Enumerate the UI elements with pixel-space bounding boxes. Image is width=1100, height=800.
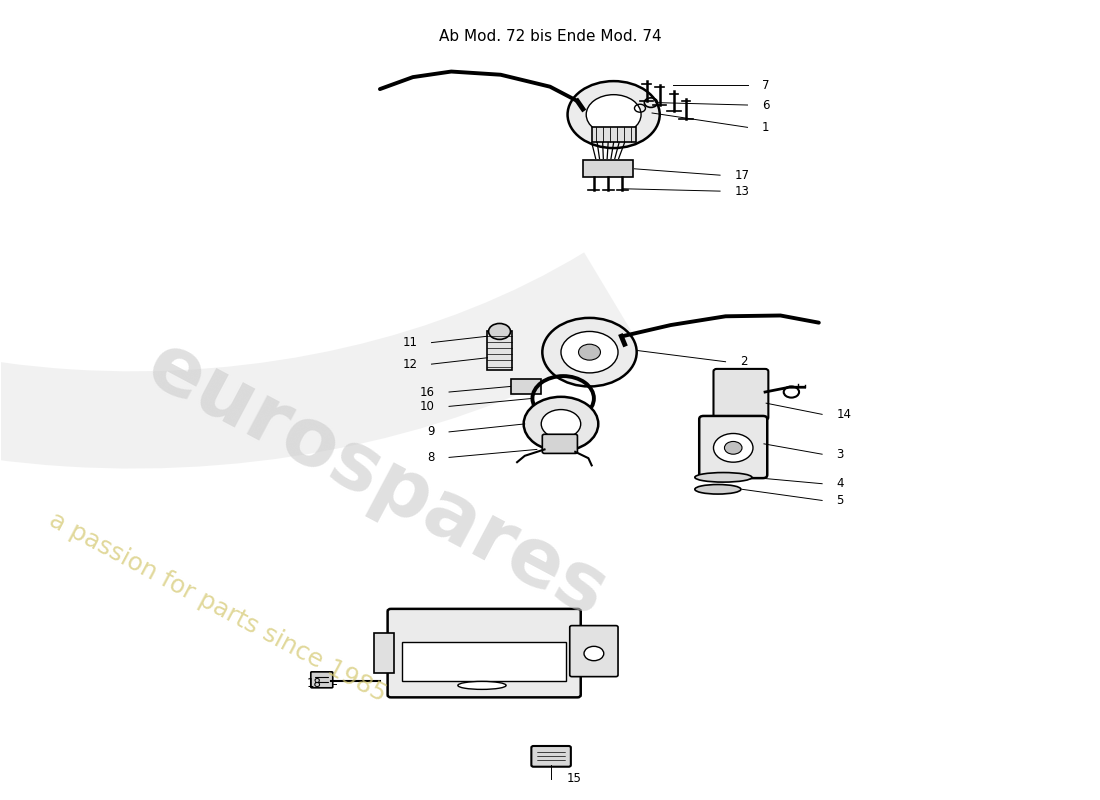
Text: 11: 11 <box>403 336 417 349</box>
Circle shape <box>488 323 510 339</box>
Circle shape <box>579 344 601 360</box>
Text: 14: 14 <box>836 408 851 421</box>
FancyBboxPatch shape <box>387 609 581 698</box>
FancyBboxPatch shape <box>531 746 571 766</box>
Text: 4: 4 <box>836 478 844 490</box>
Text: 12: 12 <box>403 358 417 370</box>
Text: 5: 5 <box>836 494 844 507</box>
Circle shape <box>586 94 641 134</box>
Ellipse shape <box>695 473 752 482</box>
Circle shape <box>714 434 754 462</box>
Text: 13: 13 <box>735 185 749 198</box>
Text: 1: 1 <box>762 121 769 134</box>
Text: 6: 6 <box>762 98 769 111</box>
FancyBboxPatch shape <box>311 672 332 688</box>
FancyBboxPatch shape <box>542 434 578 454</box>
Text: 9: 9 <box>427 426 434 438</box>
Text: 8: 8 <box>428 451 435 464</box>
Ellipse shape <box>695 485 741 494</box>
Circle shape <box>542 318 637 386</box>
Bar <box>592 126 636 142</box>
FancyBboxPatch shape <box>700 416 767 478</box>
Bar <box>583 160 634 177</box>
Text: 3: 3 <box>836 448 844 461</box>
Bar <box>374 633 394 673</box>
Text: 7: 7 <box>762 78 769 91</box>
Text: 10: 10 <box>420 400 434 413</box>
Circle shape <box>568 81 660 148</box>
Circle shape <box>541 410 581 438</box>
FancyBboxPatch shape <box>714 369 768 420</box>
Text: a passion for parts since 1985: a passion for parts since 1985 <box>45 508 390 706</box>
Ellipse shape <box>458 682 506 690</box>
Text: 16: 16 <box>420 386 434 398</box>
Circle shape <box>725 442 742 454</box>
Bar <box>487 331 512 370</box>
Bar <box>402 642 566 681</box>
FancyBboxPatch shape <box>570 626 618 677</box>
Circle shape <box>561 331 618 373</box>
Circle shape <box>584 646 604 661</box>
Text: 2: 2 <box>740 355 747 368</box>
Text: eurospares: eurospares <box>133 326 619 634</box>
Text: 18: 18 <box>307 678 322 690</box>
Text: 15: 15 <box>566 772 581 785</box>
Bar <box>510 379 541 394</box>
Text: Ab Mod. 72 bis Ende Mod. 74: Ab Mod. 72 bis Ende Mod. 74 <box>439 30 661 44</box>
Circle shape <box>524 397 598 451</box>
Text: 17: 17 <box>735 169 749 182</box>
